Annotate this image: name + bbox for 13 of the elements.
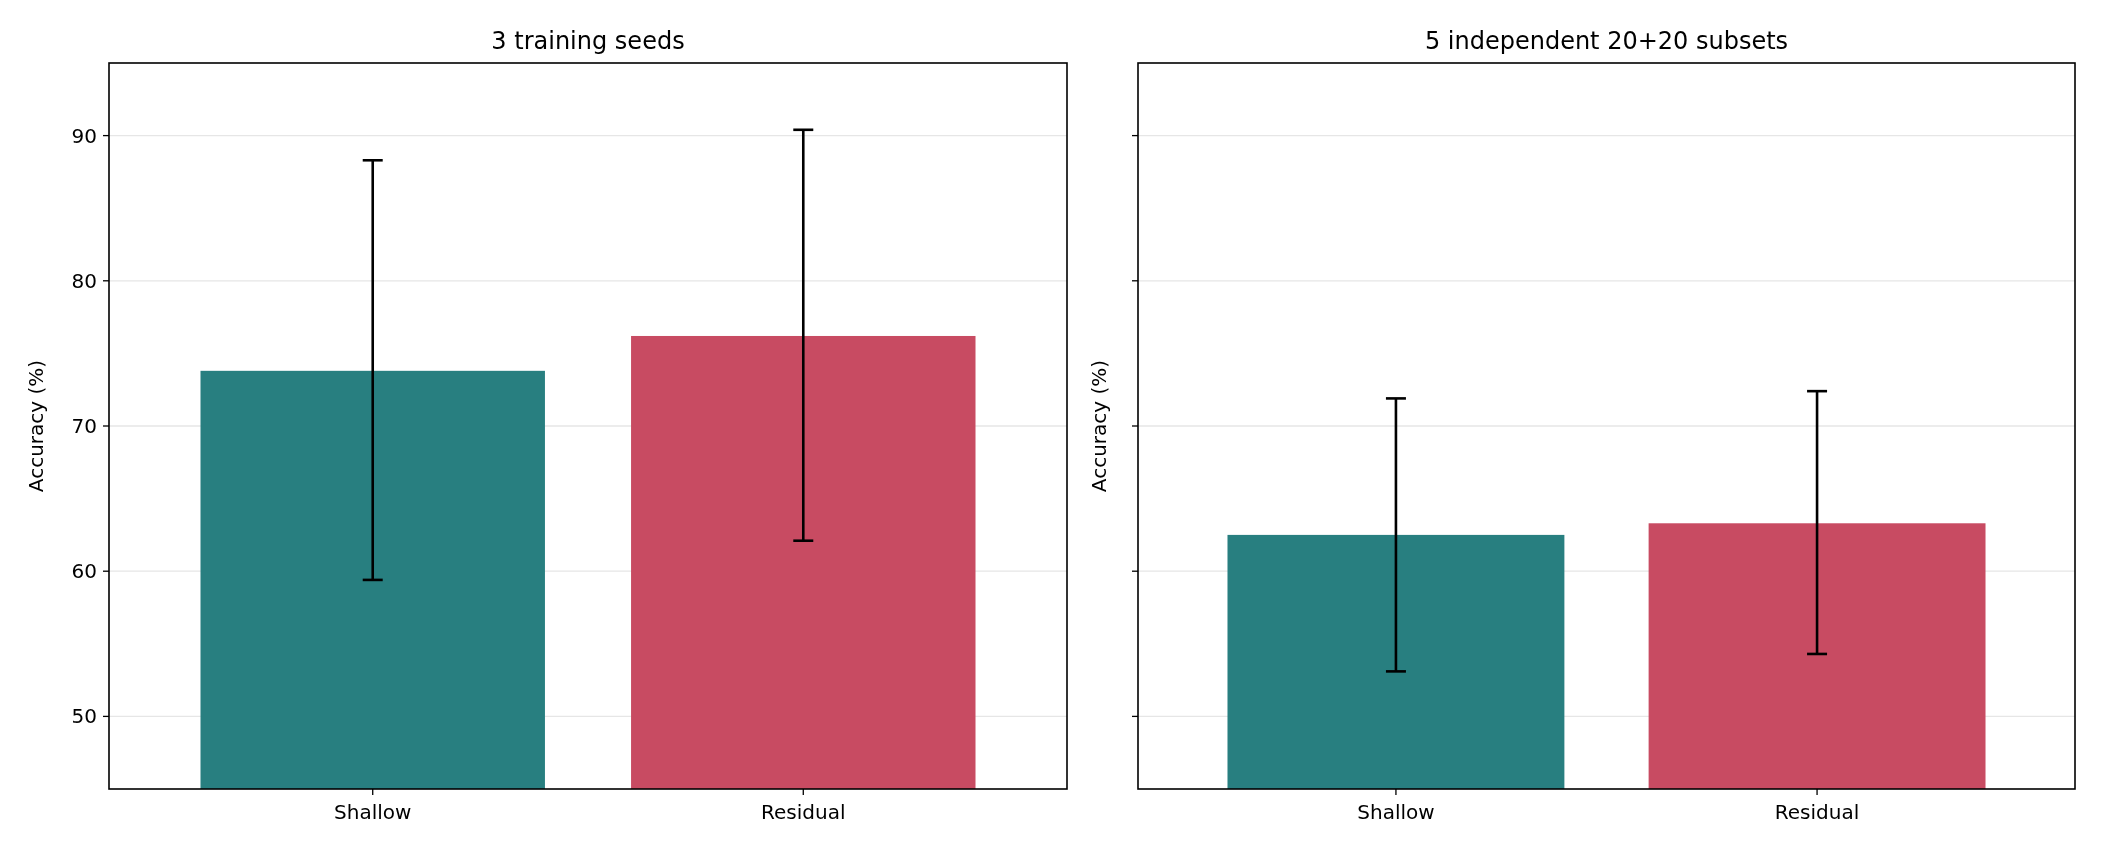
chart-title: 3 training seeds <box>491 27 685 55</box>
y-tick-label: 80 <box>71 268 97 293</box>
x-tick-label: Residual <box>761 800 846 824</box>
x-tick-label: Shallow <box>334 800 412 824</box>
x-tick-label: Residual <box>1774 800 1860 824</box>
y-axis-title: Accuracy (%) <box>1087 359 1111 493</box>
chart-title: 5 independent 20+20 subsets <box>1424 27 1789 55</box>
y-tick-label: 70 <box>71 414 97 438</box>
y-axis-title: Accuracy (%) <box>24 359 48 493</box>
y-tick-label: 60 <box>71 559 97 584</box>
y-tick-label: 50 <box>71 704 97 729</box>
y-tick-label: 90 <box>71 123 97 148</box>
x-tick-label: Shallow <box>1357 800 1435 824</box>
